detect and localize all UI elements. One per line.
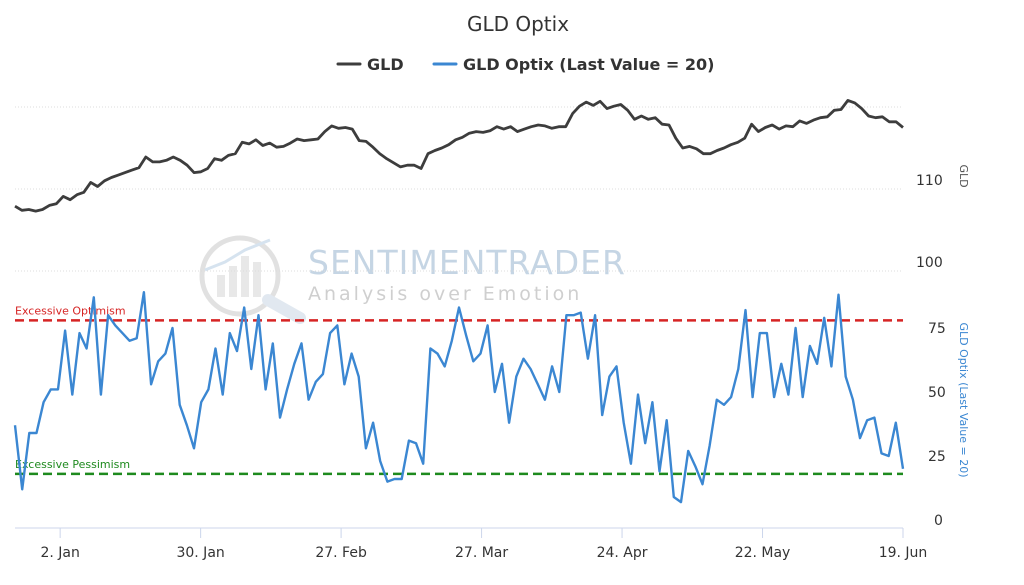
x-ticks: 2. Jan 30. Jan 27. Feb 27. Mar 24. Apr 22. Ma… (40, 528, 927, 561)
gld-tick-label: 110 (916, 173, 943, 189)
x-tick-label: 27. Mar (455, 545, 508, 561)
optix-axis-title: GLD Optix (Last Value = 20) (957, 322, 970, 477)
optix-tick-label: 75 (928, 321, 946, 337)
gld-series-line[interactable] (14, 99, 904, 213)
legend-gld-label: GLD (367, 55, 404, 74)
x-tick-label: 22. May (735, 545, 791, 561)
chart-title: GLD Optix (467, 12, 569, 36)
right-axis-gld: 110 100 GLD (916, 164, 970, 271)
gld-axis-title: GLD (957, 164, 970, 187)
reference-lines: Excessive Optimism Excessive Pessimism (15, 304, 903, 476)
series-layer (13, 99, 905, 504)
optix-tick-label: 50 (928, 385, 946, 401)
x-axis: 2. Jan 30. Jan 27. Feb 27. Mar 24. Apr 22. Ma… (15, 527, 927, 561)
watermark-tagline: Analysis over Emotion (308, 283, 582, 305)
gld-gridlines (15, 106, 903, 272)
watermark-logo-icon (199, 235, 306, 324)
watermark: SENTIMENTRADER Analysis over Emotion (199, 235, 626, 324)
legend-item-optix[interactable]: GLD Optix (Last Value = 20) (432, 55, 714, 74)
x-tick-label: 30. Jan (176, 545, 224, 561)
excessive-optimism-label: Excessive Optimism (15, 304, 126, 317)
legend: GLD GLD Optix (Last Value = 20) (336, 55, 714, 74)
optix-tick-label: 25 (928, 449, 946, 465)
excessive-pessimism-label: Excessive Pessimism (15, 458, 130, 471)
legend-optix-label: GLD Optix (Last Value = 20) (463, 55, 714, 74)
watermark-brand: SENTIMENTRADER (308, 243, 626, 282)
x-tick-label: 27. Feb (315, 545, 367, 561)
x-tick-label: 2. Jan (40, 545, 79, 561)
optix-series-line[interactable] (13, 291, 905, 504)
x-tick-label: 24. Apr (597, 545, 648, 561)
gld-tick-label: 100 (916, 255, 943, 271)
optix-tick-label: 0 (934, 513, 943, 529)
x-tick-label: 19. Jun (879, 545, 928, 561)
legend-item-gld[interactable]: GLD (336, 55, 404, 74)
right-axis-optix: 75 50 25 0 GLD Optix (Last Value = 20) (928, 321, 970, 529)
